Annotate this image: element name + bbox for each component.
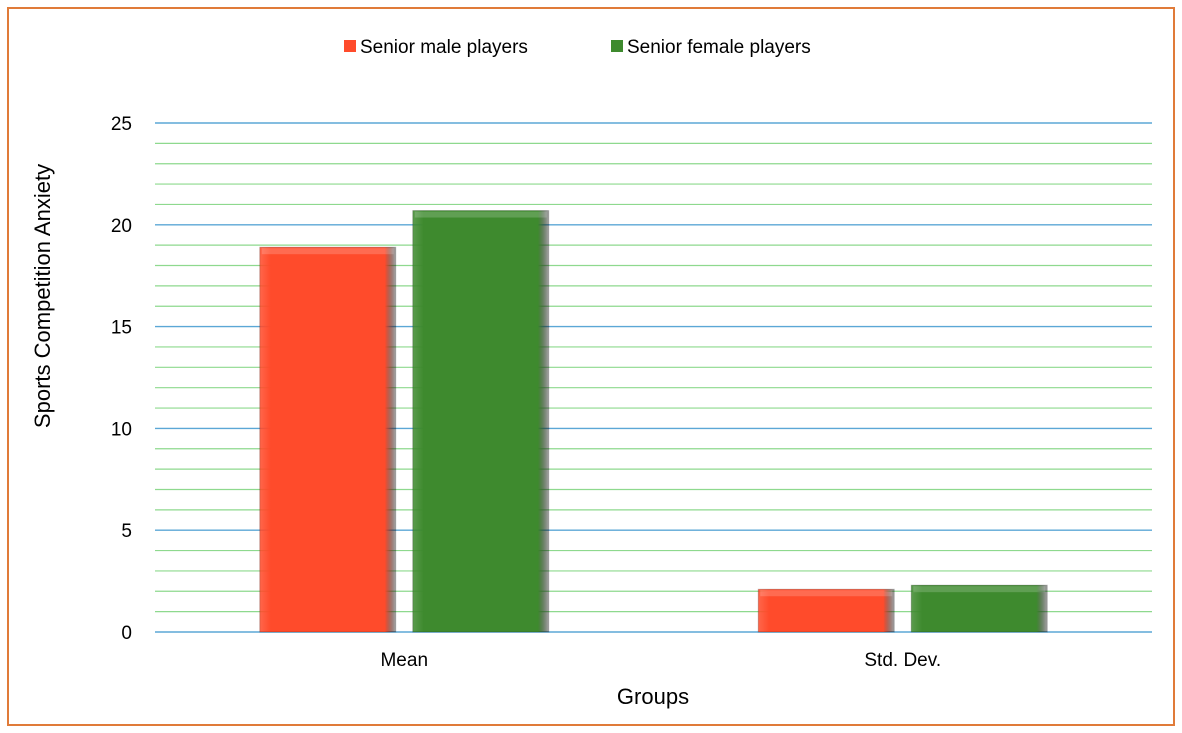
y-tick-label: 0 bbox=[121, 623, 132, 644]
legend-swatch-female bbox=[611, 40, 623, 52]
legend-label-male: Senior male players bbox=[360, 37, 528, 58]
bar-male-std-dev bbox=[757, 588, 895, 633]
bar-highlight bbox=[913, 586, 1046, 593]
x-tick-label: Std. Dev. bbox=[864, 650, 941, 671]
x-axis-ticks: Mean Std. Dev. bbox=[380, 650, 941, 671]
bar-male-mean bbox=[259, 246, 397, 633]
y-axis-title: Sports Competition Anxiety bbox=[30, 164, 55, 428]
y-tick-label: 5 bbox=[121, 521, 132, 542]
y-tick-label: 15 bbox=[111, 318, 132, 339]
bar-highlight bbox=[261, 248, 394, 255]
x-axis-title: Groups bbox=[617, 684, 689, 709]
y-tick-label: 10 bbox=[111, 419, 132, 440]
y-axis-ticks: 0 5 10 15 20 25 bbox=[111, 114, 132, 644]
legend: Senior male players Senior female player… bbox=[344, 37, 811, 58]
legend-swatch-male bbox=[344, 40, 356, 52]
bars bbox=[259, 210, 1048, 633]
bar-highlight bbox=[414, 211, 547, 218]
y-tick-label: 25 bbox=[111, 114, 132, 135]
legend-label-female: Senior female players bbox=[627, 37, 811, 58]
bar-highlight bbox=[760, 590, 893, 597]
x-tick-label: Mean bbox=[380, 650, 428, 671]
y-tick-label: 20 bbox=[111, 216, 132, 237]
bar-female-mean bbox=[412, 210, 550, 633]
bar-female-std-dev bbox=[910, 584, 1048, 633]
